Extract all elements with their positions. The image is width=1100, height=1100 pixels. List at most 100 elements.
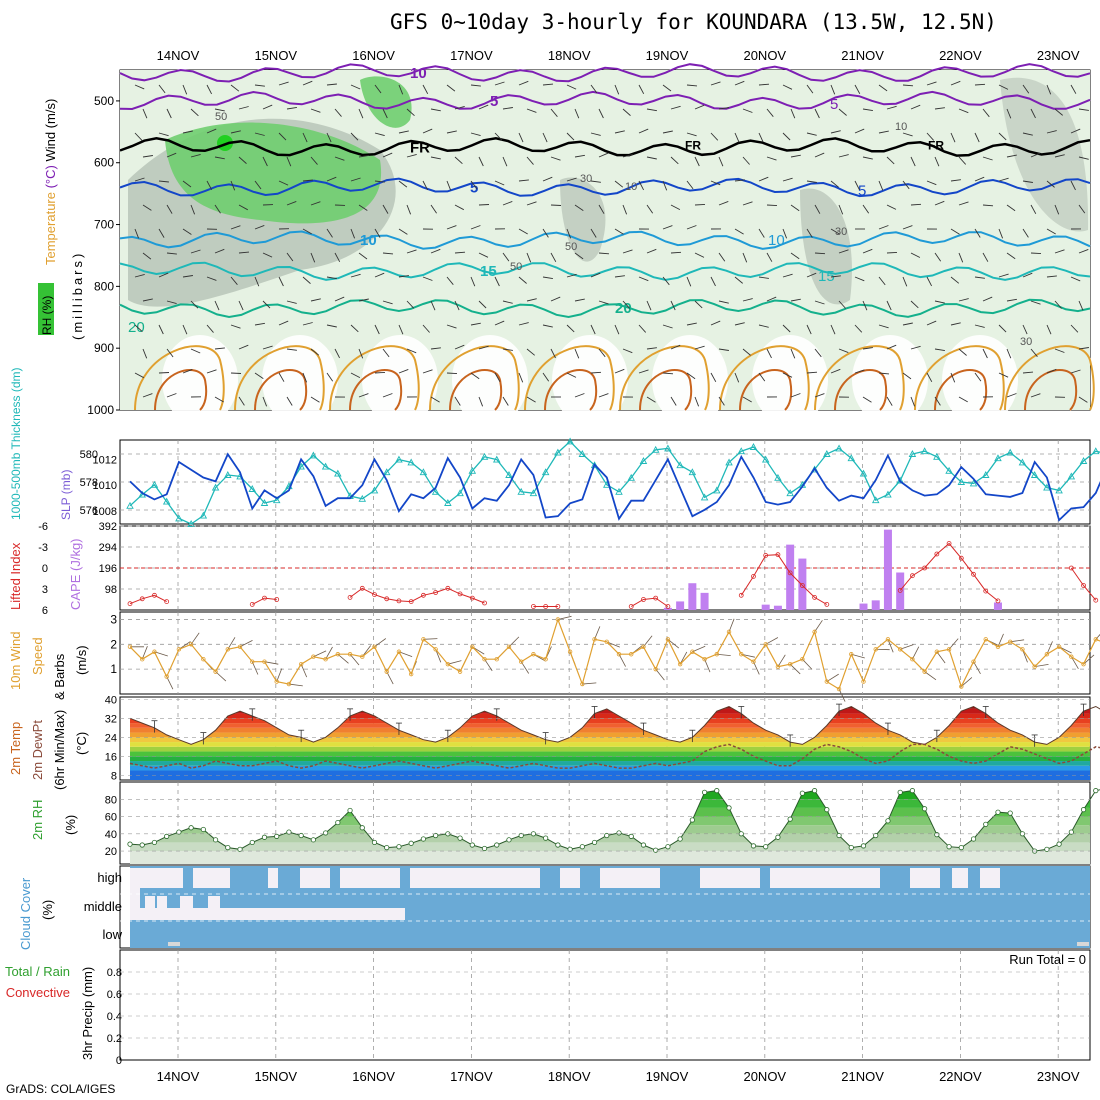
wind-barb (1070, 324, 1079, 333)
rh-point (237, 846, 243, 852)
wind-barb (950, 80, 961, 86)
thickness-point (676, 461, 684, 469)
wind-barb (398, 84, 404, 95)
cloud-high-gap (910, 868, 940, 888)
wind-barb (518, 372, 524, 383)
rh-point (396, 844, 402, 850)
thickness-point (321, 462, 330, 470)
wind-barb (557, 615, 572, 620)
thickness-point (541, 468, 550, 476)
wind-tick-label: 2 (110, 637, 117, 651)
wind-barb (254, 180, 262, 190)
wind-barb (182, 130, 193, 134)
lifted-index-point (983, 588, 989, 594)
wind-barb (386, 671, 394, 685)
thickness-point (847, 454, 856, 462)
wind-barb (286, 106, 297, 110)
lifted-index-point (946, 541, 952, 546)
rh-contour-label: 30 (580, 173, 592, 185)
wind-barb (358, 108, 364, 119)
cloud-high-gap (300, 868, 330, 888)
wind-barb (1078, 300, 1084, 311)
temp-axis-label: (°C) (74, 732, 89, 755)
wind-barb (718, 300, 729, 304)
rh-point (310, 837, 316, 843)
wind-speed-point (971, 659, 976, 664)
li-axis-label: Lifted Index (8, 542, 23, 610)
wind-barb (1095, 633, 1100, 640)
wind-barb (206, 324, 214, 333)
thickness-point (309, 451, 318, 459)
wind-tick-label: 3 (110, 612, 117, 626)
wind-barb (1022, 228, 1029, 238)
wind-barb (590, 180, 601, 183)
wind-barb (1030, 152, 1041, 158)
wind-barb (662, 225, 673, 230)
wind-barb (742, 396, 752, 403)
wind-barb (542, 132, 548, 143)
wind-barb (662, 84, 672, 92)
slp-tick-label: 1010 (93, 480, 117, 492)
wind-barb (667, 639, 680, 649)
wind-barb (190, 204, 196, 215)
rh-point (469, 842, 475, 848)
wind-barb (382, 300, 393, 305)
dewpoint-line (129, 743, 1100, 769)
isotherm-30 (254, 369, 308, 411)
wind-barb (350, 84, 361, 90)
wind-barb (710, 180, 721, 186)
wind-barb (1006, 252, 1016, 260)
wind-barb (1046, 84, 1052, 95)
wind-barb (622, 108, 631, 116)
temp-tick-label: 24 (105, 732, 117, 744)
rh-band (130, 842, 1090, 852)
wind-speed-point (1069, 654, 1074, 659)
wind-barb (998, 372, 1009, 378)
wind-barb (878, 84, 888, 92)
rh-tick-label: 40 (105, 829, 117, 841)
lifted-index-point (751, 574, 756, 579)
wind-barb (313, 650, 327, 658)
isotherm-line (119, 137, 1091, 157)
cloud-high-gap (600, 868, 660, 888)
li-tick-label: 0 (42, 563, 48, 575)
wind-barb (686, 225, 697, 230)
wind-barb (782, 324, 791, 333)
wind-barb (934, 200, 945, 206)
temp-band (130, 737, 1090, 743)
wind-barb (838, 348, 849, 354)
wind-barb (158, 132, 169, 137)
wind-speed-point (311, 654, 316, 659)
cloud-mid-gap (208, 896, 220, 908)
wind-barb (694, 396, 700, 407)
thickness-point (688, 468, 697, 476)
cloud-high-gap (130, 868, 183, 888)
rh-point (934, 832, 940, 838)
wind-speed-point (726, 629, 732, 635)
wind-barb (742, 156, 750, 165)
wind-barb (422, 369, 433, 374)
wind-barb (502, 396, 509, 406)
wind-barb (134, 132, 143, 141)
wind-barb (310, 108, 321, 113)
rh-point (689, 817, 695, 823)
wind-barb (830, 84, 836, 95)
wind-speed-point (1093, 637, 1098, 642)
wind-barb (974, 324, 985, 328)
rh-point (433, 832, 439, 839)
wind-barb (934, 396, 941, 406)
wind-barb (998, 324, 1007, 333)
wind-barb (878, 372, 890, 375)
wind-barb (1030, 252, 1042, 255)
cape-bar (761, 604, 770, 610)
wind-barb (278, 320, 289, 326)
wind-barb (926, 276, 932, 287)
wind-speed-point (360, 654, 365, 659)
wind-barb (670, 300, 676, 311)
isotherm-30 (639, 369, 693, 411)
wind-barb (566, 372, 577, 378)
wind-speed-point (983, 637, 988, 642)
thickness-point (382, 468, 391, 476)
wind-barb (718, 348, 729, 351)
isotherm-label: 5 (470, 179, 478, 196)
